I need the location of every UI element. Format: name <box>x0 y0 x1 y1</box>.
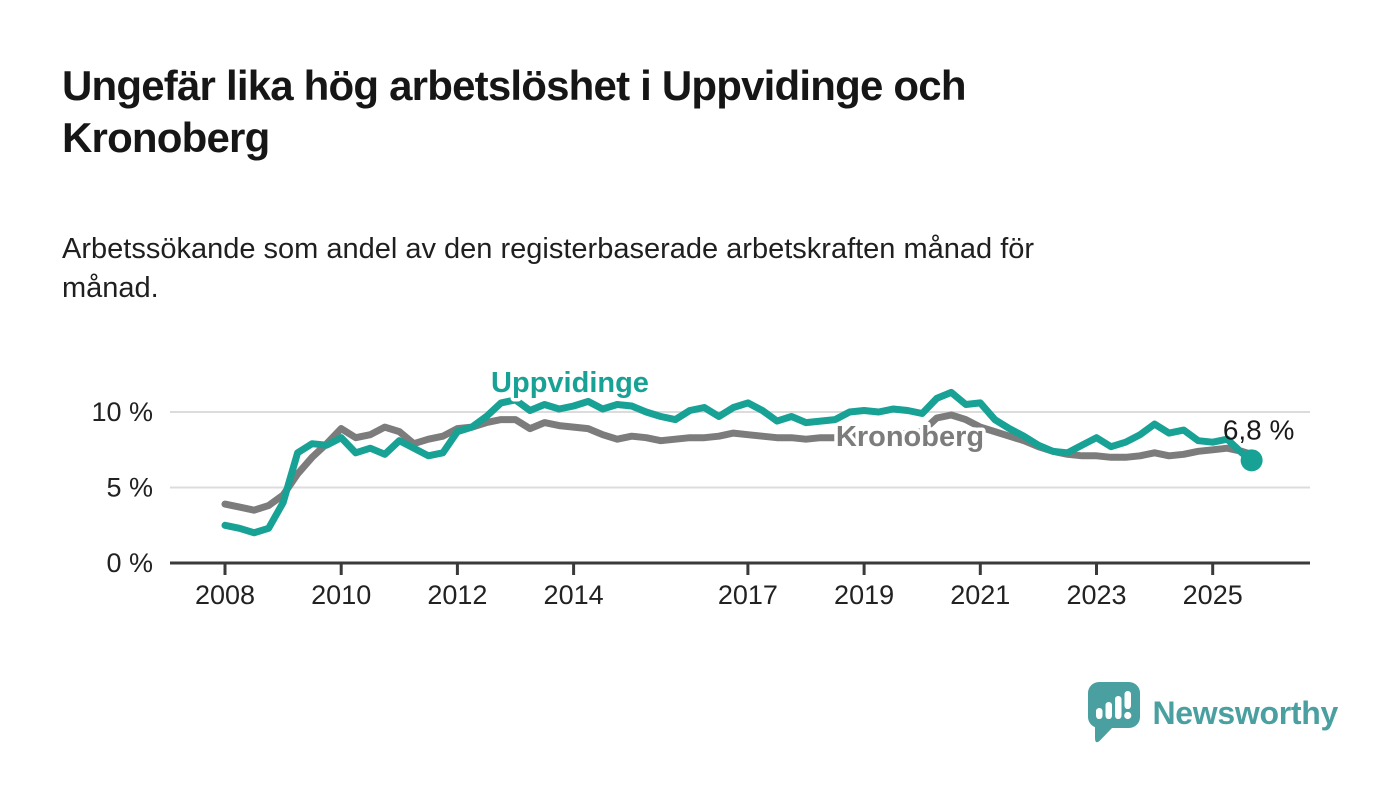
chart-title-line-1: Ungefär lika hög arbetslöshet i Uppvidin… <box>62 62 966 109</box>
y-axis-label: 0 % <box>106 548 153 578</box>
x-axis-label: 2021 <box>950 580 1010 610</box>
unemployment-chart-svg: 0 % 5 % 10 % 2008 2010 2012 2014 2017 2019 2021 20… <box>91 364 1310 610</box>
newsworthy-logo-icon <box>1087 682 1140 743</box>
line-chart: 0 % 5 % 10 % 2008 2010 2012 2014 2017 2019 2021 20… <box>0 340 1400 640</box>
x-axis-label: 2010 <box>311 580 371 610</box>
x-axis-label: 2023 <box>1066 580 1126 610</box>
chart-subtitle: Arbetssökande som andel av den registerb… <box>62 230 1312 307</box>
chart-title-line-2: Kronoberg <box>62 114 270 162</box>
series-label-uppvidinge: Uppvidinge <box>491 367 649 399</box>
newsworthy-brand-name: Newsworthy <box>1152 694 1339 731</box>
newsworthy-branding: Newsworthy <box>1087 682 1339 744</box>
series-label-kronoberg: Kronoberg <box>836 421 984 453</box>
series-line-kronoberg <box>221 411 1256 514</box>
y-axis-label: 10 % <box>91 397 153 427</box>
x-axis-label: 2008 <box>195 580 255 610</box>
x-axis-label: 2019 <box>834 580 894 610</box>
series-line-uppvidinge <box>221 388 1256 537</box>
chart-subtitle-line-2: månad. <box>62 271 159 304</box>
y-axis-label: 5 % <box>106 473 153 503</box>
end-point-marker <box>1240 449 1263 472</box>
x-axis-label: 2017 <box>718 580 778 610</box>
chart-title: Ungefär lika hög arbetslöshet i Uppvidin… <box>62 60 1242 164</box>
x-axis-label: 2025 <box>1183 580 1243 610</box>
x-axis-label: 2012 <box>427 580 487 610</box>
chart-subtitle-line-1: Arbetssökande som andel av den registerb… <box>62 233 1035 265</box>
end-value-label: 6,8 % <box>1223 414 1295 445</box>
x-axis-label: 2014 <box>544 580 604 610</box>
